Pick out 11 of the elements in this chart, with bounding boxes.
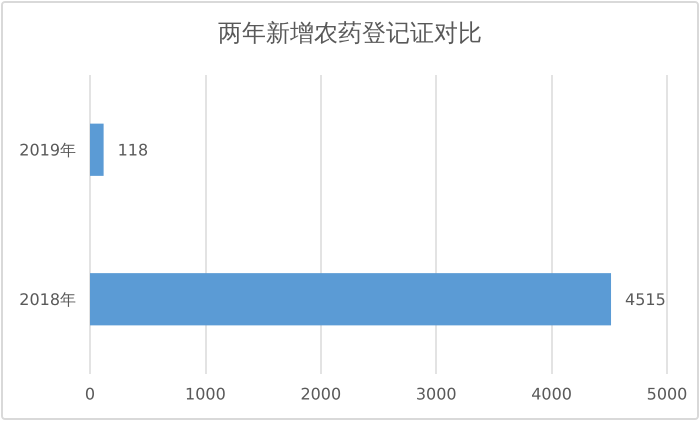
- x-tick-label: 2000: [300, 384, 342, 404]
- x-tick-label: 5000: [646, 384, 688, 404]
- x-tick-label: 4000: [531, 384, 572, 404]
- chart-title: 两年新增农药登记证对比: [218, 19, 482, 47]
- data-label: 4515: [625, 290, 666, 309]
- y-tick-label: 2019年: [19, 140, 76, 160]
- x-tick-label: 3000: [416, 384, 457, 404]
- x-tick-label: 1000: [185, 384, 226, 404]
- x-tick-label: 0: [84, 384, 96, 404]
- y-tick-label: 2018年: [19, 290, 76, 309]
- data-label: 118: [118, 140, 148, 160]
